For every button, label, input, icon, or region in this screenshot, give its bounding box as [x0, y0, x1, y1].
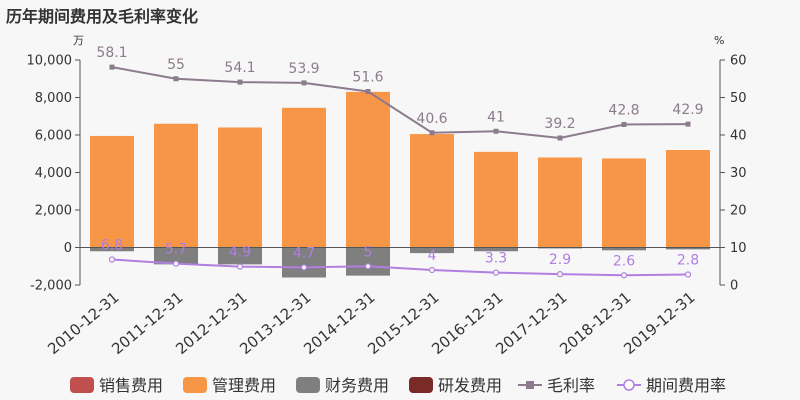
right-tick-label: 20: [730, 204, 747, 219]
right-tick-label: 30: [730, 166, 747, 181]
right-tick-label: 10: [730, 241, 747, 256]
right-tick-label: 40: [730, 129, 747, 144]
left-tick-label: -2,000: [30, 279, 72, 294]
bar-财务费用: [602, 247, 646, 251]
data-label-毛利率: 40.6: [416, 111, 447, 127]
left-tick-label: 0: [64, 241, 72, 256]
data-label-期间费用率: 2.6: [613, 253, 635, 269]
point-毛利率: [685, 121, 691, 127]
bar-财务费用: [90, 247, 134, 252]
point-毛利率: [429, 130, 435, 136]
left-axis-unit: 万: [73, 34, 84, 47]
legend-label: 销售费用: [99, 376, 163, 395]
data-label-期间费用率: 5.7: [165, 242, 187, 258]
legend-marker-毛利率: [526, 381, 534, 389]
point-期间费用率: [492, 269, 500, 276]
right-tick-label: 60: [730, 54, 747, 69]
x-tick-label: 2019-12-31: [620, 288, 698, 358]
point-毛利率: [237, 79, 243, 85]
bar-财务费用: [346, 247, 390, 276]
bar-财务费用: [410, 247, 454, 254]
data-label-期间费用率: 3.3: [485, 251, 507, 267]
right-tick-label: 0: [730, 279, 738, 294]
left-tick-label: 8,000: [35, 91, 72, 106]
right-tick-label: 50: [730, 91, 747, 106]
bar-财务费用: [218, 247, 262, 265]
point-毛利率: [365, 89, 371, 94]
left-tick-label: 10,000: [27, 54, 73, 69]
data-label-期间费用率: 4.9: [229, 245, 251, 261]
left-tick-label: 2,000: [35, 204, 72, 219]
legend-swatch-研发费用: [409, 377, 433, 393]
point-毛利率: [173, 76, 179, 82]
point-期间费用率: [364, 263, 372, 270]
point-期间费用率: [620, 272, 628, 279]
point-毛利率: [493, 128, 499, 134]
left-tick-label: 6,000: [35, 129, 72, 144]
bar-管理费用: [538, 157, 582, 248]
point-毛利率: [301, 80, 307, 86]
bar-管理费用: [218, 127, 262, 248]
bar-管理费用: [666, 150, 710, 248]
right-axis-unit: %: [714, 34, 724, 47]
data-label-期间费用率: 5: [364, 244, 373, 260]
bar-管理费用: [346, 91, 390, 248]
data-label-期间费用率: 6.8: [101, 238, 123, 254]
point-毛利率: [557, 135, 563, 141]
bar-财务费用: [474, 247, 518, 252]
data-label-毛利率: 58.1: [96, 45, 127, 61]
point-期间费用率: [236, 263, 244, 270]
data-label-期间费用率: 4.7: [293, 245, 315, 261]
data-label-毛利率: 41: [487, 109, 505, 125]
legend-label: 财务费用: [325, 376, 389, 395]
bar-管理费用: [90, 135, 134, 248]
point-毛利率: [621, 122, 627, 127]
legend-label: 管理费用: [212, 376, 276, 395]
point-期间费用率: [172, 260, 180, 267]
legend-swatch-财务费用: [296, 377, 320, 393]
point-毛利率: [109, 64, 115, 70]
bar-管理费用: [602, 158, 646, 248]
bar-管理费用: [282, 107, 326, 248]
chart-title: 历年期间费用及毛利率变化: [6, 7, 199, 26]
data-label-毛利率: 51.6: [352, 70, 383, 86]
bar-管理费用: [474, 151, 518, 248]
data-label-毛利率: 42.9: [672, 102, 703, 118]
bar-管理费用: [154, 123, 198, 248]
data-label-期间费用率: 2.8: [677, 253, 699, 269]
data-label-毛利率: 53.9: [288, 61, 319, 77]
legend-label: 研发费用: [438, 376, 502, 395]
point-期间费用率: [684, 271, 692, 278]
bar-财务费用: [282, 247, 326, 278]
legend-marker-期间费用率: [623, 379, 635, 391]
bar-财务费用: [154, 247, 198, 265]
data-label-毛利率: 54.1: [224, 60, 255, 76]
data-label-毛利率: 42.8: [608, 103, 639, 119]
legend-swatch-管理费用: [183, 377, 207, 393]
legend-label: 期间费用率: [646, 376, 726, 395]
line-期间费用率: [111, 258, 689, 277]
point-期间费用率: [108, 256, 116, 263]
left-tick-label: 4,000: [35, 166, 72, 181]
legend-swatch-销售费用: [70, 377, 94, 393]
point-期间费用率: [300, 264, 308, 271]
data-label-毛利率: 39.2: [544, 116, 575, 132]
legend-label: 毛利率: [547, 376, 595, 395]
bar-管理费用: [410, 134, 454, 248]
point-期间费用率: [556, 271, 564, 278]
bar-财务费用: [666, 247, 710, 250]
data-label-毛利率: 55: [167, 57, 185, 73]
data-label-期间费用率: 2.9: [549, 252, 571, 268]
point-期间费用率: [428, 266, 436, 274]
line-毛利率: [111, 66, 689, 140]
data-label-期间费用率: 4: [428, 248, 437, 264]
